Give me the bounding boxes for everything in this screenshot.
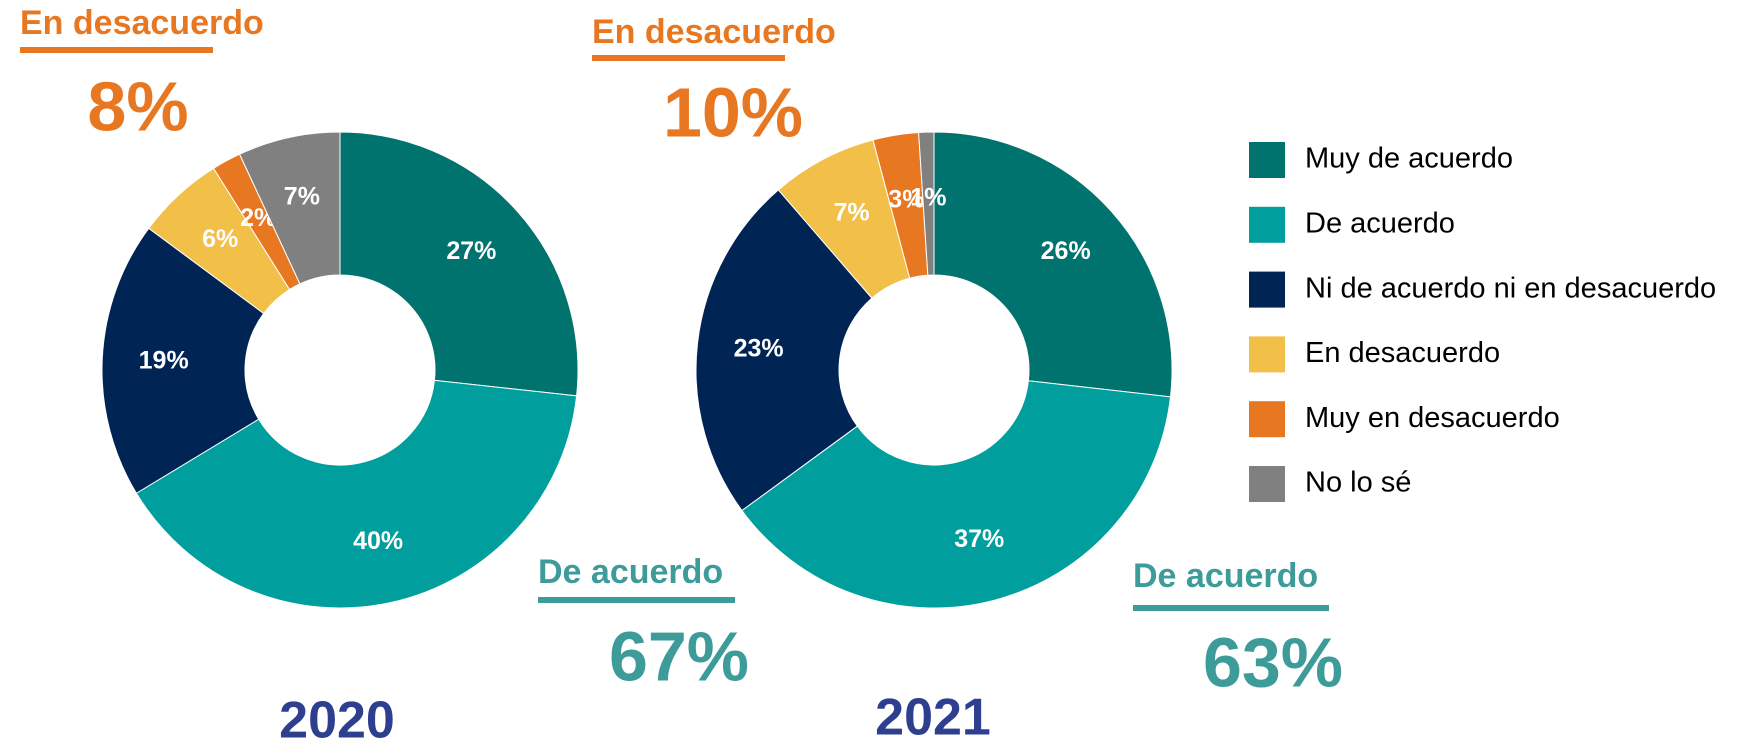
donut-slice <box>741 380 1172 609</box>
legend-swatch <box>1249 142 1285 178</box>
donut-slice <box>339 131 579 397</box>
chart-year: 2021 <box>875 689 991 746</box>
slice-label: 6% <box>202 225 238 253</box>
donut-slice <box>695 189 873 512</box>
legend-swatch <box>1249 401 1285 438</box>
slice-label: 23% <box>734 335 784 363</box>
slice-label: 7% <box>284 182 320 210</box>
slice-label: 7% <box>834 199 870 227</box>
annotation-title: En desacuerdo <box>592 13 836 51</box>
legend-swatch <box>1249 336 1285 373</box>
chart-year: 2020 <box>279 692 395 746</box>
annotation-value: 63% <box>1203 623 1343 701</box>
legend-label: De acuerdo <box>1305 207 1455 239</box>
annotation-value: 10% <box>663 73 803 151</box>
legend-swatch <box>1249 206 1285 243</box>
donut-slice <box>933 131 1173 398</box>
slice-label: 26% <box>1041 237 1091 265</box>
slice-label: 3% <box>888 185 924 213</box>
donut-slice <box>238 131 341 285</box>
annotation-title: De acuerdo <box>1133 557 1318 595</box>
legend-label: No lo sé <box>1305 467 1411 499</box>
legend-label: Muy en desacuerdo <box>1305 402 1560 434</box>
annotation-title: En desacuerdo <box>20 4 264 42</box>
slice-label: 40% <box>353 527 403 555</box>
legend-label: En desacuerdo <box>1305 337 1500 369</box>
donut-slice <box>918 131 935 276</box>
legend-swatch <box>1249 271 1285 308</box>
slice-label: 37% <box>954 525 1004 553</box>
slice-label: 27% <box>446 237 496 265</box>
annotation-value: 8% <box>87 67 188 145</box>
legend-label: Muy de acuerdo <box>1305 143 1513 175</box>
donut-slice <box>135 379 578 609</box>
donut-slice <box>101 227 265 494</box>
annotation-title: De acuerdo <box>538 553 723 591</box>
slice-label: 1% <box>910 183 946 211</box>
annotation-value: 67% <box>609 617 749 695</box>
slice-label: 19% <box>139 346 189 374</box>
legend-swatch <box>1249 466 1285 502</box>
legend-label: Ni de acuerdo ni en desacuerdo <box>1305 272 1716 304</box>
